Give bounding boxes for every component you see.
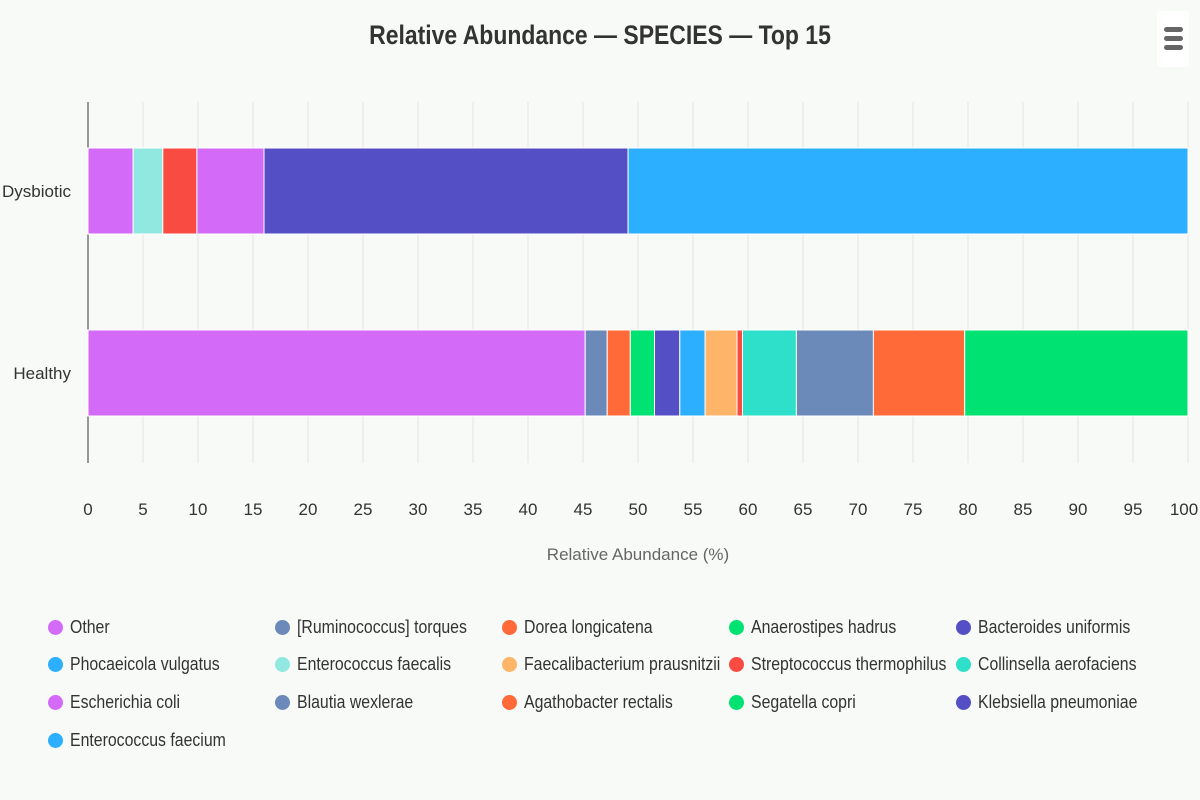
legend-label: Blautia wexlerae [297,692,414,712]
legend-marker-icon [275,695,290,710]
legend-item[interactable]: Collinsella aerofaciens [956,654,1158,675]
legend-item[interactable]: Segatella copri [729,692,870,713]
legend-marker-icon [502,657,517,672]
bar-segment[interactable] [742,329,797,417]
legend-item[interactable]: Other [48,617,115,638]
legend-item[interactable]: Bacteroides uniformis [956,617,1151,638]
legend-label: Faecalibacterium prausnitzii [524,654,721,674]
x-tick-label: 95 [1124,500,1143,519]
bar-segment[interactable] [627,147,1189,235]
legend-marker-icon [502,695,517,710]
x-tick-label: 40 [519,500,538,519]
legend-marker-icon [48,733,63,748]
x-tick-label: 15 [244,500,263,519]
legend-label: Agathobacter rectalis [524,692,673,712]
legend-marker-icon [48,620,63,635]
legend-item[interactable]: Streptococcus thermophilus [729,654,973,675]
y-category-label: Healthy [13,364,71,383]
x-tick-label: 65 [794,500,813,519]
chart-plot: 0 5 10 15 20 25 30 35 40 45 50 55 60 65 70 75 80 85 90 95 10… [2,102,1198,564]
bar-segment[interactable] [87,147,134,235]
legend-marker-icon [275,620,290,635]
legend-item[interactable]: Faecalibacterium prausnitzii [502,654,747,675]
bar-segment[interactable] [654,329,681,417]
legend-label: Klebsiella pneumoniae [978,692,1138,712]
bar-segment[interactable] [704,329,738,417]
legend-label: Collinsella aerofaciens [978,654,1137,674]
legend-item[interactable]: Anaerostipes hadrus [729,617,916,638]
legend-item[interactable]: Enterococcus faecium [48,730,247,751]
bar-segment[interactable] [795,329,874,417]
bar-segment[interactable] [629,329,655,417]
x-tick-label: 80 [959,500,978,519]
bar-segment[interactable] [263,147,629,235]
legend-label: Enterococcus faecalis [297,654,452,674]
legend-label: Dorea longicatena [524,617,653,637]
chart-title: Relative Abundance — SPECIES — Top 15 [369,20,831,50]
legend-label: Bacteroides uniformis [978,617,1131,637]
bar-segment[interactable] [872,329,966,417]
legend-item[interactable]: [Ruminococcus] torques [275,617,490,638]
bar-segment[interactable] [606,329,631,417]
bar-segment[interactable] [736,329,743,417]
legend-item[interactable]: Agathobacter rectalis [502,692,693,713]
x-tick-label: 100 [1170,500,1198,519]
legend-label: Escherichia coli [70,692,181,712]
x-axis-title: Relative Abundance (%) [547,545,729,564]
legend-marker-icon [956,695,971,710]
y-category-label: Dysbiotic [2,182,71,201]
legend-label: Anaerostipes hadrus [751,617,897,637]
x-tick-label: 0 [83,500,92,519]
bar-segment[interactable] [584,329,608,417]
legend-marker-icon [729,695,744,710]
x-tick-label: 10 [189,500,208,519]
legend-marker-icon [275,657,290,672]
bar-segment[interactable] [679,329,706,417]
legend-marker-icon [729,620,744,635]
legend-marker-icon [956,620,971,635]
legend-label: Phocaeicola vulgatus [70,654,220,674]
x-tick-label: 70 [849,500,868,519]
legend-marker-icon [48,657,63,672]
legend-item[interactable]: Escherichia coli [48,692,195,713]
x-tick-label: 30 [409,500,428,519]
x-tick-label: 35 [464,500,483,519]
x-tick-label: 25 [354,500,373,519]
legend-marker-icon [502,620,517,635]
legend-item[interactable]: Phocaeicola vulgatus [48,654,240,675]
x-tick-label: 75 [904,500,923,519]
legend-label: Enterococcus faecium [70,730,226,750]
x-tick-label: 50 [629,500,648,519]
x-tick-label: 45 [574,500,593,519]
legend-item[interactable]: Enterococcus faecalis [275,654,472,675]
legend-label: Segatella copri [751,692,856,712]
legend-marker-icon [729,657,744,672]
bar-segment[interactable] [964,329,1189,417]
legend-label: Other [70,617,110,637]
x-tick-label: 60 [739,500,758,519]
x-tick-label: 55 [684,500,703,519]
legend-marker-icon [956,657,971,672]
bar-segment[interactable] [162,147,198,235]
bar-segment[interactable] [87,329,586,417]
bar-segment[interactable] [132,147,164,235]
legend-marker-icon [48,695,63,710]
legend-label: Streptococcus thermophilus [751,654,947,674]
bar-segment[interactable] [196,147,265,235]
x-tick-label: 20 [299,500,318,519]
legend-item[interactable]: Blautia wexlerae [275,692,429,713]
x-tick-label: 5 [138,500,147,519]
x-tick-label: 85 [1014,500,1033,519]
legend-item[interactable]: Dorea longicatena [502,617,670,638]
legend-item[interactable]: Klebsiella pneumoniae [956,692,1159,713]
hamburger-menu-icon[interactable] [1157,11,1189,67]
legend-label: [Ruminococcus] torques [297,617,467,637]
x-tick-label: 90 [1069,500,1088,519]
